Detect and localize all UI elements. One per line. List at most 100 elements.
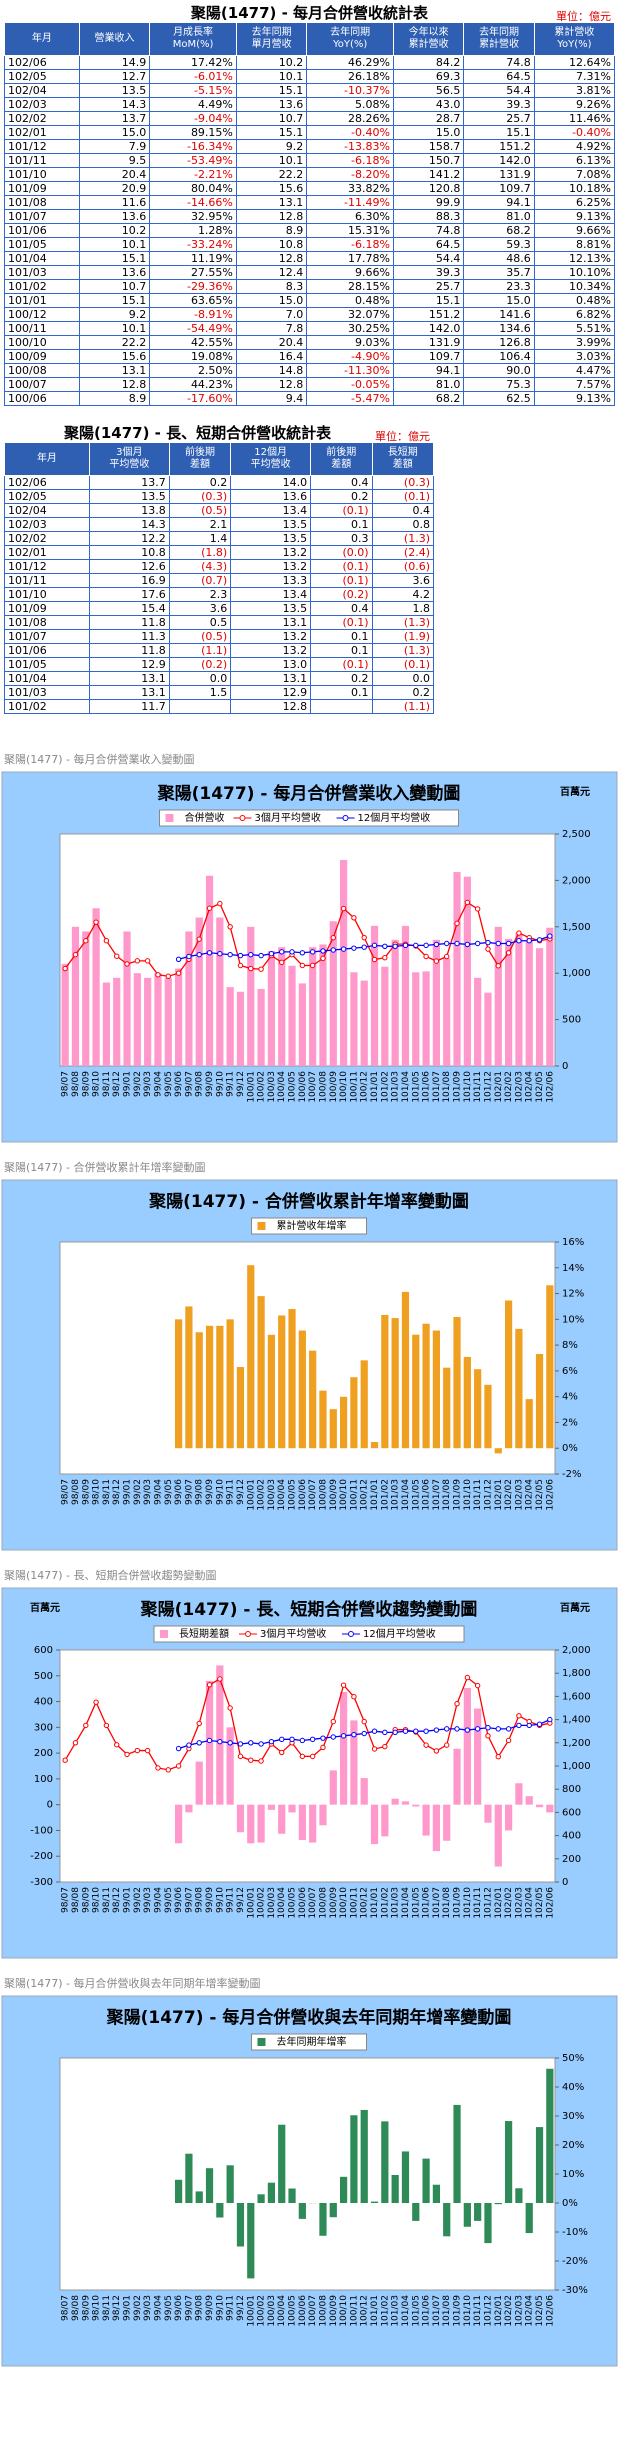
bar xyxy=(319,944,327,1066)
line-marker xyxy=(433,958,440,964)
table-cell: 15.1 xyxy=(392,293,465,308)
table-cell: 32.07% xyxy=(306,307,394,322)
table-row: 101/02 11.7 12.8 (1.1) xyxy=(4,699,435,714)
line-marker xyxy=(371,942,378,949)
bar xyxy=(391,939,399,1066)
legend-box xyxy=(153,1625,465,1643)
bar xyxy=(494,1448,502,1454)
line-marker xyxy=(454,920,460,927)
table-cell: (1.3) xyxy=(371,643,435,658)
table-cell: 101/04 xyxy=(4,671,90,686)
table-row: 100/07 12.8 44.23% 12.8 -0.05% 81.0 75.3 7.57% xyxy=(4,377,616,392)
line-marker xyxy=(289,949,295,955)
line-marker xyxy=(464,941,471,948)
line-marker xyxy=(258,1758,264,1764)
bar xyxy=(546,927,554,1066)
table-cell: 30.25% xyxy=(306,321,394,336)
table-cell: 39.3 xyxy=(463,97,535,112)
unit-label: 百萬元 xyxy=(560,785,590,798)
bar xyxy=(257,988,265,1066)
x-tick-label: 99/08 xyxy=(195,1479,205,1505)
x-tick-label: 99/08 xyxy=(195,1071,205,1097)
bar xyxy=(205,1325,214,1449)
table-cell: 16.9 xyxy=(88,573,170,588)
table-cell: 12.8 xyxy=(235,251,308,266)
table-row: 100/09 15.6 19.08% 16.4 -4.90% 109.7 106.4 3.03… xyxy=(4,349,616,364)
table-cell: 22.2 xyxy=(78,335,151,350)
bar xyxy=(494,1804,502,1867)
y-tick-label: 200 xyxy=(562,1854,581,1865)
bar xyxy=(174,2179,183,2203)
table-cell: 9.26% xyxy=(533,97,616,112)
header-text: 去年同期 xyxy=(330,27,371,38)
bar xyxy=(546,1285,554,1449)
line-marker xyxy=(196,936,202,942)
table-cell: (0.3) xyxy=(168,489,232,504)
y-tick-label: 2,000 xyxy=(562,875,591,886)
bar xyxy=(504,1300,513,1449)
table-row: 101/12 12.6 (4.3) 13.2 (0.1) (0.6) xyxy=(4,559,435,574)
line-marker xyxy=(206,1682,213,1688)
table-cell: 131.9 xyxy=(463,167,535,182)
y-tick-label: 600 xyxy=(34,1645,53,1656)
x-tick-label: 102/01 xyxy=(494,1071,504,1103)
table-cell: (0.7) xyxy=(168,573,232,588)
line-marker xyxy=(237,1753,244,1760)
bar xyxy=(412,2203,420,2221)
bar xyxy=(381,2121,389,2203)
table-cell: 101/11 xyxy=(4,573,90,588)
table-cell: 15.4 xyxy=(88,601,170,616)
table-cell: 100/08 xyxy=(4,363,80,378)
bar xyxy=(278,1804,286,1834)
bar xyxy=(185,2153,193,2203)
x-tick-label: 100/08 xyxy=(318,1071,328,1103)
table-cell: (0.2) xyxy=(310,587,373,602)
table-cell: 9.2 xyxy=(78,307,151,322)
bar xyxy=(484,1804,492,1823)
table-cell: 13.6 xyxy=(230,489,312,504)
legend-label: 12個月平均營收 xyxy=(363,1627,436,1640)
y-tick-label: 500 xyxy=(562,1015,581,1026)
bar xyxy=(453,1317,461,1449)
table-cell: 2.1 xyxy=(168,517,232,532)
y-tick-label: -200 xyxy=(30,1851,53,1862)
table-cell: 46.29% xyxy=(306,55,394,70)
x-tick-label: 99/03 xyxy=(143,1887,153,1913)
table-cell: 100/06 xyxy=(4,391,80,406)
x-tick-label: 101/09 xyxy=(453,2295,463,2327)
table-cell: 2.50% xyxy=(149,363,237,378)
line-marker xyxy=(340,1733,347,1739)
table-cell: 12.9 xyxy=(230,685,312,700)
table-cell: 141.2 xyxy=(392,167,465,182)
bar xyxy=(82,931,90,1066)
bar xyxy=(432,1330,441,1449)
table-row: 102/05 12.7 -6.01% 10.1 26.18% 69.3 64.5 7.31% xyxy=(4,69,616,84)
line-marker xyxy=(248,1757,254,1763)
x-tick-label: 98/09 xyxy=(81,1887,91,1913)
bar xyxy=(401,1801,410,1805)
table-cell: 109.7 xyxy=(392,349,465,364)
y-tick-label: 1,000 xyxy=(562,968,591,979)
table-cell: 63.65% xyxy=(149,293,237,308)
y-tick-label: 1,400 xyxy=(562,1715,591,1726)
bar xyxy=(504,938,513,1066)
column-header: 12個月 平均營收 xyxy=(230,442,312,476)
line-marker xyxy=(227,924,233,930)
table-cell: 90.0 xyxy=(463,363,535,378)
y-tick-label: -30% xyxy=(562,2285,588,2296)
table-cell: 13.1 xyxy=(230,671,312,686)
bar xyxy=(474,977,482,1066)
table-cell: -0.40% xyxy=(306,125,394,140)
table-cell: 69.3 xyxy=(392,69,465,84)
table-cell: 3.99% xyxy=(533,335,616,350)
table-cell: -29.36% xyxy=(149,279,237,294)
chart-title: 聚陽(1477) - 合併營收累計年增率變動圖 xyxy=(148,1191,469,1212)
table-cell: 13.5 xyxy=(230,531,312,546)
table-cell: 11.6 xyxy=(78,195,151,210)
table-cell: 9.13% xyxy=(533,209,616,224)
table-cell: 17.42% xyxy=(149,55,237,70)
table-cell: 10.8 xyxy=(88,545,170,560)
x-tick-label: 102/01 xyxy=(494,1479,504,1511)
x-tick-label: 99/10 xyxy=(215,1887,225,1913)
